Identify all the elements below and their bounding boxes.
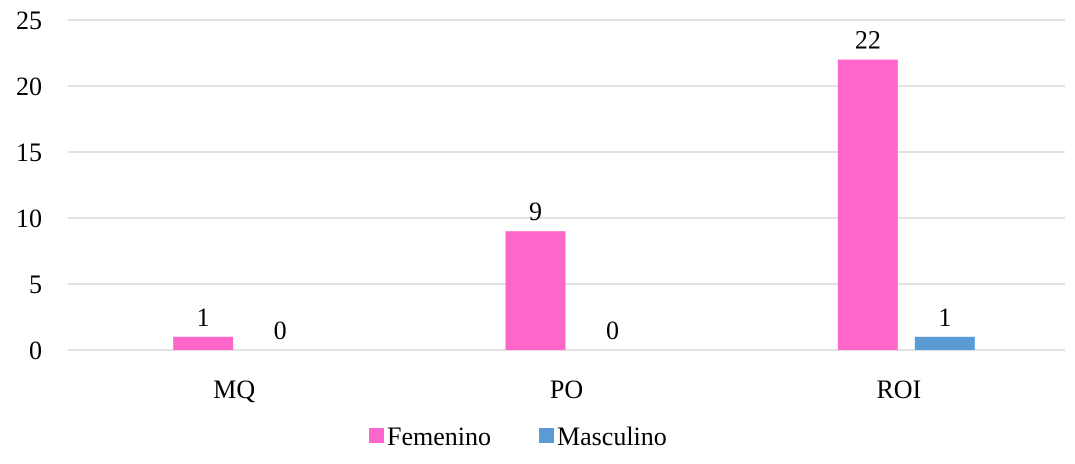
bar-femenino-mq (173, 336, 234, 350)
legend-swatch-femenino (369, 428, 384, 443)
y-tick-label: 5 (29, 270, 42, 299)
data-label-masculino-mq: 0 (274, 316, 287, 345)
x-axis-category-labels: MQ PO ROI (213, 375, 921, 404)
y-tick-label: 20 (16, 72, 42, 101)
bar-masculino-roi (914, 336, 975, 350)
bar-femenino-roi (837, 59, 898, 350)
x-category-label: MQ (213, 375, 255, 404)
legend-item-masculino: Masculino (539, 422, 667, 451)
x-category-label: PO (550, 375, 583, 404)
data-label-femenino-po: 9 (529, 197, 542, 226)
y-tick-label: 10 (16, 204, 42, 233)
y-tick-label: 0 (29, 336, 42, 365)
y-axis-tick-labels: 0 5 10 15 20 25 (16, 6, 42, 365)
data-label-femenino-mq: 1 (197, 303, 210, 332)
bars (173, 59, 975, 350)
legend-swatch-masculino (539, 428, 554, 443)
legend-label-femenino: Femenino (387, 422, 491, 451)
gridlines (68, 19, 1065, 351)
data-label-femenino-roi: 22 (855, 26, 881, 55)
y-tick-label: 15 (16, 138, 42, 167)
data-label-masculino-roi: 1 (938, 303, 951, 332)
data-label-masculino-po: 0 (606, 316, 619, 345)
y-tick-label: 25 (16, 6, 42, 35)
bar-femenino-po (505, 231, 566, 350)
x-category-label: ROI (876, 375, 921, 404)
legend-item-femenino: Femenino (369, 422, 491, 451)
legend: Femenino Masculino (369, 422, 667, 451)
legend-label-masculino: Masculino (557, 422, 667, 451)
data-labels: 1 0 9 0 22 1 (197, 26, 952, 345)
